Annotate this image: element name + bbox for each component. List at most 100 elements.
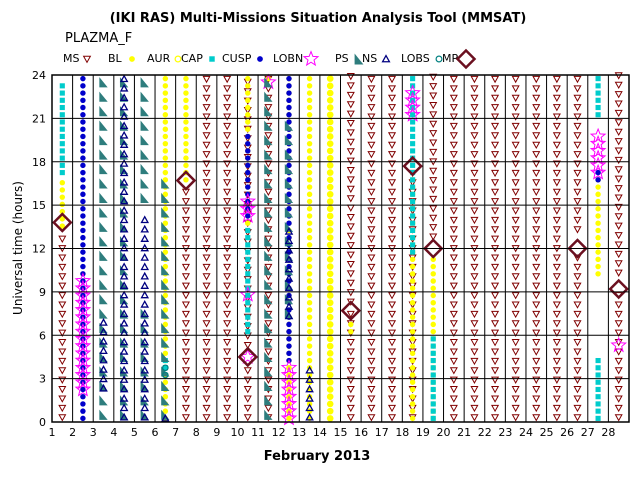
cap-marker [595,372,601,378]
bl-marker [306,357,313,364]
ms-marker [346,82,355,90]
ms-marker [58,320,67,328]
ms-marker [223,235,232,243]
legend-label-cap: CAP [181,52,203,65]
ps-marker [99,163,108,175]
ps-marker [284,120,294,131]
bl-marker [327,104,333,111]
x-tick-label: 9 [213,426,220,439]
cap-marker [410,220,416,226]
ns-marker [284,236,294,245]
legend-marker-mp [455,48,477,70]
ms-marker [367,254,376,262]
legend-marker-cap [209,56,215,62]
ms-marker [573,104,582,112]
x-tick-label: 25 [540,426,554,439]
bl-marker [306,191,313,198]
cusp-marker [286,350,292,357]
ns-marker [140,234,150,242]
ms-marker [449,226,458,234]
ms-marker [346,310,355,319]
cap-marker [410,213,416,219]
ms-marker [614,260,623,268]
ms-marker [367,188,376,196]
ms-marker [573,207,582,215]
bl-marker [162,140,169,147]
ms-marker [470,339,479,347]
bl-marker [162,90,169,96]
ns-marker [119,206,129,214]
ns-marker [305,384,314,393]
ms-marker [367,85,376,93]
lobn-marker [74,294,92,310]
bl-marker [327,112,333,118]
bl-marker [306,278,313,284]
ms-marker [470,273,479,281]
ms-marker [449,273,458,281]
bl-marker [245,83,251,89]
cap-marker [595,83,601,89]
bl-marker [306,213,313,219]
cusp-marker [80,256,86,263]
ns-marker [305,403,314,412]
ms-marker [614,128,623,136]
ms-marker [181,226,190,234]
bl-marker [306,104,313,111]
ps-marker [264,91,273,102]
bl-marker [245,220,251,226]
cap-marker [595,394,601,400]
ms-marker [552,320,561,328]
ps-marker [161,293,170,305]
cusp-marker [245,155,251,161]
y-tick-label: 12 [32,243,46,256]
bl-marker [409,271,416,277]
ms-marker [223,386,232,394]
bl-marker [306,343,313,349]
bl-marker [327,242,333,248]
ns-marker [140,375,150,383]
bl-marker [162,97,169,104]
ms-marker [181,386,190,394]
cusp-marker [80,119,86,125]
ps-marker [140,106,149,117]
ms-marker [223,339,232,347]
ms-marker [511,207,520,215]
ms-marker [491,367,500,375]
ms-marker [532,357,541,366]
ps-marker [264,337,273,348]
bl-marker [306,234,313,241]
ms-marker [223,169,232,178]
ms-marker [202,414,211,422]
aur-marker [326,357,334,364]
ms-marker [346,120,355,128]
ps-marker [161,250,170,261]
ps-marker [284,207,294,218]
bl-marker [595,191,601,198]
bl-marker [286,415,292,422]
ms-marker [202,329,211,337]
bl-marker [327,198,333,205]
ms-marker [346,204,355,212]
bl-marker [162,206,169,212]
ps-marker [284,192,294,204]
bl-marker [327,90,333,96]
ms-marker [470,160,479,168]
ms-marker [367,310,376,319]
ms-marker [470,263,479,272]
ms-marker [511,348,520,356]
ms-marker [202,94,211,103]
ms-marker [58,301,67,309]
ms-marker [552,367,561,375]
ms-marker [491,414,500,422]
ms-marker [181,254,190,262]
bl-marker [245,119,251,125]
ns-marker [284,292,294,301]
bl-marker [430,321,436,328]
ms-marker [552,169,561,178]
legend-label-bl: BL [108,52,123,65]
ms-marker [552,301,561,309]
cap-marker [59,83,65,89]
cusp-marker [80,90,86,96]
ps-marker [161,279,170,290]
bl-marker [409,285,416,291]
